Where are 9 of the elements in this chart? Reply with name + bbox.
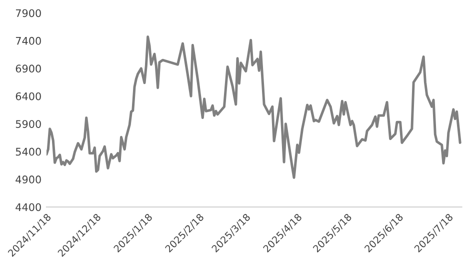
y-tick-label: 7900 <box>16 9 41 18</box>
y-tick-label: 5900 <box>16 120 41 128</box>
y-tick-label: 4900 <box>16 176 41 184</box>
line-series <box>46 36 462 179</box>
y-tick-label: 6400 <box>16 92 41 100</box>
y-tick-label: 6900 <box>16 64 41 73</box>
y-tick-label: 4400 <box>16 203 41 212</box>
y-tick-label: 5400 <box>16 148 41 156</box>
y-tick-label: 7400 <box>16 36 41 45</box>
